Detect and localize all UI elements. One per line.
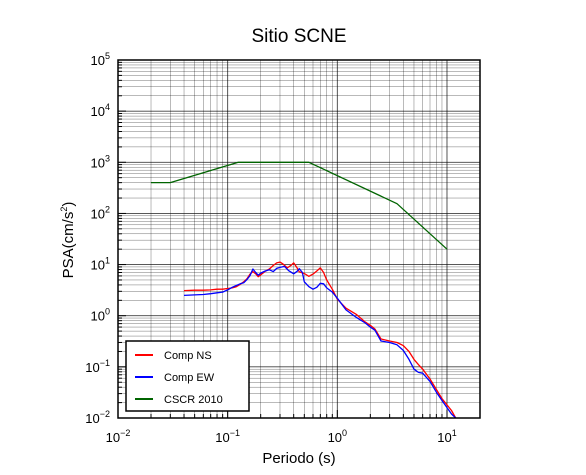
- x-tick-label: 10−1: [215, 428, 240, 445]
- y-tick-label: 101: [91, 256, 110, 273]
- chart-title: Sitio SCNE: [251, 26, 346, 47]
- y-tick-label: 103: [91, 153, 110, 170]
- y-tick-label: 100: [91, 307, 110, 324]
- x-axis-label: Periodo (s): [262, 450, 335, 467]
- legend-label: Comp EW: [164, 372, 215, 384]
- plot-frame: [117, 59, 481, 419]
- series-layer: [151, 161, 457, 418]
- x-tick-labels: 10−2 10−1 100 101: [106, 428, 457, 445]
- y-tick-label: 104: [91, 102, 110, 119]
- legend: Comp NS Comp EW CSCR 2010: [125, 340, 250, 412]
- y-tick-label: 105: [91, 51, 110, 68]
- y-tick-label: 10−2: [85, 409, 110, 426]
- series-line-comp-ew: [183, 265, 457, 418]
- legend-label: CSCR 2010: [164, 394, 223, 406]
- x-tick-label: 10−2: [106, 428, 131, 445]
- y-tick-labels: 10−2 10−1 100 101 102 103 104 105: [85, 51, 110, 426]
- y-axis-label: PSA(cm/s2): [59, 202, 77, 279]
- x-tick-label: 101: [437, 428, 456, 445]
- series-line-cscr-2010: [151, 161, 448, 250]
- legend-label: Comp NS: [164, 350, 212, 362]
- y-tick-label: 102: [91, 204, 110, 221]
- y-tick-label: 10−1: [85, 358, 110, 375]
- x-tick-label: 100: [328, 428, 347, 445]
